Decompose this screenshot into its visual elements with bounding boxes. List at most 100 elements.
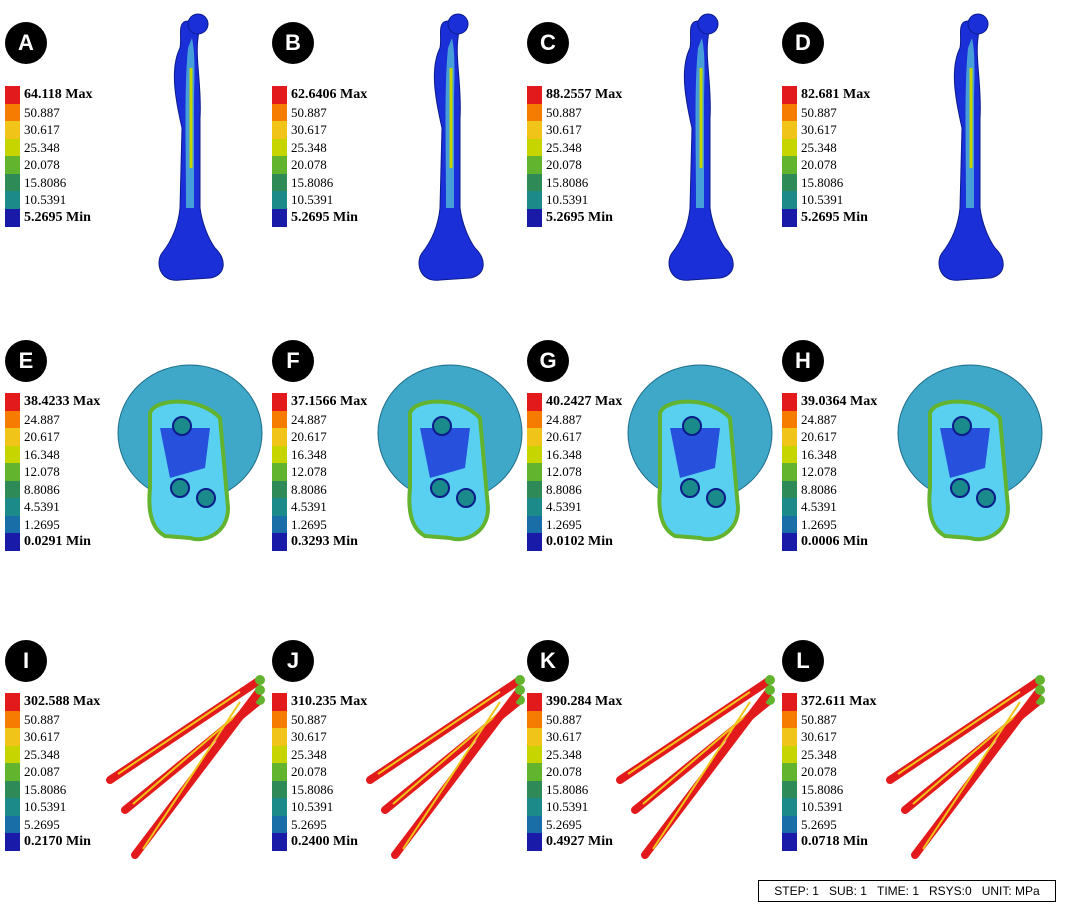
legend-row: 12.078 — [527, 463, 667, 481]
legend-swatch — [5, 410, 20, 429]
legend-min-value: 0.0102 Min — [546, 534, 613, 549]
legend-row: 50.887 — [527, 710, 667, 729]
legend-tick-value: 25.348 — [801, 139, 837, 155]
femur-head — [447, 13, 469, 35]
legend-row: 24.887 — [272, 410, 412, 429]
legend-row: 10.5391 — [782, 798, 922, 816]
legend-row: 4.5391 — [527, 498, 667, 516]
legend-tick-value: 16.348 — [801, 446, 837, 462]
legend-swatch — [782, 121, 797, 139]
legend-swatch — [782, 480, 797, 499]
legend-tick-value: 50.887 — [801, 711, 837, 727]
screw-stress-stripe-1 — [117, 691, 241, 775]
legend-tick-value: 4.5391 — [291, 499, 327, 514]
legend-swatch — [527, 463, 542, 481]
legend-row: 30.617 — [5, 121, 145, 139]
legend-row: 1.2695 — [5, 515, 145, 534]
legend-tick-value: 50.887 — [291, 104, 327, 120]
legend-swatch — [527, 121, 542, 139]
legend-row: 64.118 Max — [5, 86, 145, 104]
legend-row: 25.348 — [527, 138, 667, 157]
legend-row: 15.8086 — [527, 173, 667, 192]
head-model-f — [377, 364, 523, 542]
legend-tick-value: 30.617 — [24, 729, 60, 744]
legend-row: 4.5391 — [272, 498, 412, 516]
legend-row: 25.348 — [272, 138, 412, 157]
legend-row: 372.611 Max — [782, 693, 922, 711]
legend-tick-value: 50.887 — [24, 104, 60, 120]
screw-thread-3 — [515, 685, 525, 695]
legend-max-value: 82.681 Max — [801, 87, 871, 102]
legend-row: 30.617 — [272, 728, 412, 746]
legend-swatch — [5, 763, 20, 781]
legend-swatch — [782, 393, 797, 411]
legend-max-value: 372.611 Max — [801, 694, 877, 709]
panel-label-g: G — [527, 340, 569, 382]
screw-hole-3 — [456, 488, 476, 508]
screw-thread-3 — [765, 685, 775, 695]
screws-model-k — [616, 675, 775, 859]
legend-swatch — [272, 208, 287, 227]
legend-row: 10.5391 — [527, 191, 667, 209]
legend-max-value: 40.2427 Max — [546, 394, 623, 409]
panel-label-c: C — [527, 22, 569, 64]
legend-row: 20.087 — [5, 763, 145, 781]
legend-row: 82.681 Max — [782, 86, 922, 104]
plate-low-stress — [940, 428, 990, 478]
legend-row: 30.617 — [272, 121, 412, 139]
status-unit: UNIT: MPa — [981, 884, 1040, 898]
legend-tick-value: 20.078 — [546, 157, 582, 172]
legend-row: 0.0718 Min — [782, 833, 922, 851]
legend-row: 4.5391 — [782, 498, 922, 516]
legend-swatch — [527, 86, 542, 104]
legend-swatch — [272, 138, 287, 157]
legend-swatch — [527, 745, 542, 764]
legend-swatch — [782, 693, 797, 711]
legend-tick-value: 20.617 — [801, 429, 837, 444]
legend-row: 20.617 — [5, 428, 145, 446]
legend-row: 1.2695 — [782, 515, 922, 534]
legend-row: 10.5391 — [5, 798, 145, 816]
legend-tick-value: 8.8086 — [801, 481, 837, 497]
legend-row: 20.617 — [782, 428, 922, 446]
legend-max-value: 62.6406 Max — [291, 87, 368, 102]
legend-row: 25.348 — [782, 138, 922, 157]
legend-tick-value: 24.887 — [546, 411, 582, 427]
legend-row: 4.5391 — [5, 498, 145, 516]
legend-tick-value: 25.348 — [801, 746, 837, 762]
screws-model-i — [106, 675, 265, 859]
screw-thread-1 — [255, 675, 265, 685]
legend-tick-value: 25.348 — [291, 746, 327, 762]
legend-swatch — [5, 173, 20, 192]
legend-tick-value: 25.348 — [546, 746, 582, 762]
legend-row: 1.2695 — [527, 515, 667, 534]
legend-swatch — [5, 428, 20, 446]
screw-stress-stripe-1 — [377, 691, 501, 775]
legend-row: 15.8086 — [782, 173, 922, 192]
screw-hole-1 — [682, 416, 702, 436]
legend-row: 8.8086 — [527, 480, 667, 499]
legend-swatch — [782, 445, 797, 464]
legend-row: 24.887 — [5, 410, 145, 429]
screw-hole-2 — [170, 478, 190, 498]
screw-stress-stripe-3 — [652, 701, 751, 850]
legend-tick-value: 1.2695 — [24, 516, 60, 532]
legend-swatch — [5, 445, 20, 464]
legend-swatch — [5, 533, 20, 551]
legend-swatch — [5, 121, 20, 139]
legend-swatch — [782, 515, 797, 534]
legend-tick-value: 10.5391 — [546, 192, 589, 207]
legend-tick-value: 30.617 — [24, 122, 60, 137]
legend-tick-value: 15.8086 — [24, 781, 67, 797]
legend-tick-value: 20.617 — [24, 429, 60, 444]
legend-row: 25.348 — [272, 745, 412, 764]
head-model-h — [897, 364, 1043, 542]
legend-tick-value: 30.617 — [546, 729, 582, 744]
legend-swatch — [782, 815, 797, 834]
screw-thread-1 — [1035, 675, 1045, 685]
legend-row: 15.8086 — [5, 780, 145, 799]
legend-max-value: 88.2557 Max — [546, 87, 623, 102]
legend-tick-value: 4.5391 — [801, 499, 837, 514]
legend-swatch — [527, 533, 542, 551]
legend-tick-value: 8.8086 — [291, 481, 327, 497]
